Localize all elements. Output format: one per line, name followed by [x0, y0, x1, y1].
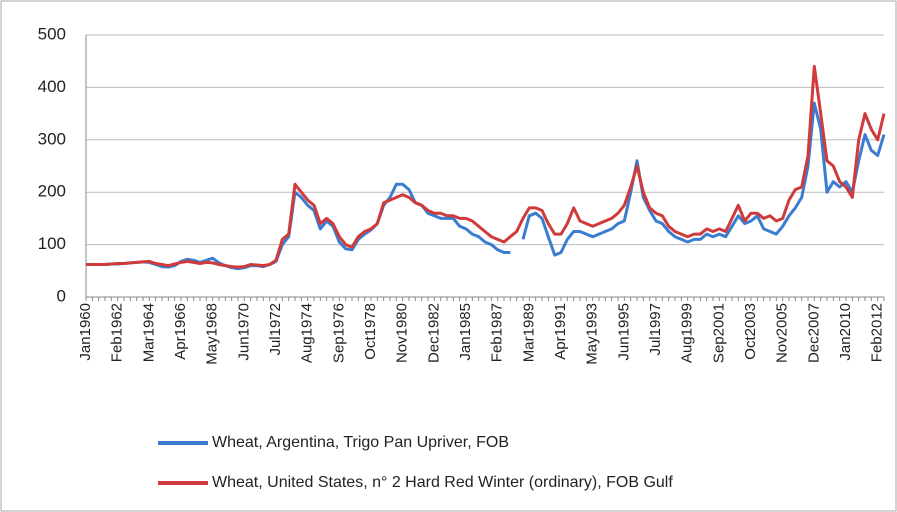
y-tick-label: 400 [38, 77, 66, 96]
x-tick-label: Feb1962 [109, 303, 126, 362]
x-tick-label: Mar1964 [140, 303, 157, 362]
x-tick-label: Jan2010 [837, 303, 854, 361]
x-tick-label: Nov2005 [774, 303, 791, 363]
x-tick-label: Dec2007 [805, 303, 822, 363]
y-tick-label: 300 [38, 129, 66, 148]
x-tick-label: Feb1987 [489, 303, 506, 362]
legend-label: Wheat, Argentina, Trigo Pan Upriver, FOB [212, 434, 509, 451]
x-tick-label: Dec1982 [425, 303, 442, 363]
y-tick-label: 200 [38, 182, 66, 201]
x-tick-label: May1968 [204, 303, 221, 365]
x-tick-label: Aug1974 [299, 303, 316, 363]
x-tick-label: Jan1985 [457, 303, 474, 361]
x-tick-label: Oct1978 [362, 303, 379, 360]
x-tick-label: Jul1997 [647, 303, 664, 356]
y-tick-label: 0 [57, 286, 66, 305]
x-tick-label: Sep2001 [710, 303, 727, 363]
x-tick-label: Oct2003 [742, 303, 759, 360]
x-tick-label: Jun1970 [235, 303, 252, 361]
x-tick-label: Jun1995 [615, 303, 632, 361]
y-tick-label: 500 [38, 24, 66, 43]
x-tick-label: Sep1976 [330, 303, 347, 363]
y-tick-label: 100 [38, 234, 66, 253]
x-tick-label: May1993 [584, 303, 601, 365]
x-tick-label: Apr1991 [552, 303, 569, 360]
x-tick-label: Feb2012 [869, 303, 886, 362]
x-tick-label: Aug1999 [679, 303, 696, 363]
data-line [86, 64, 886, 269]
x-tick-label: Nov1980 [394, 303, 411, 363]
legend-label: Wheat, United States, n° 2 Hard Red Wint… [212, 474, 673, 491]
x-tick-label: Jan1960 [77, 303, 94, 361]
x-tick-label: Jul1972 [267, 303, 284, 356]
x-tick-label: Apr1966 [172, 303, 189, 360]
x-tick-label: Mar1989 [520, 303, 537, 362]
